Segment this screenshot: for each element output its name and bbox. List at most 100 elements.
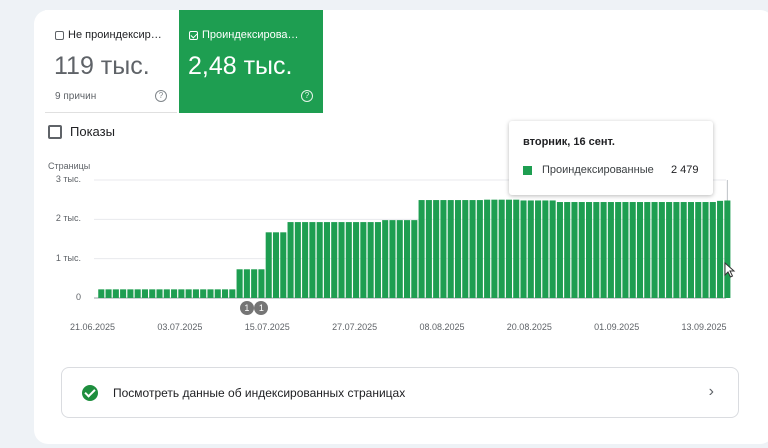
chart-bar[interactable] xyxy=(287,222,294,298)
chart-bar[interactable] xyxy=(127,289,134,298)
chart-bar[interactable] xyxy=(345,222,352,298)
chart-bar[interactable] xyxy=(280,232,287,298)
chart-bar[interactable] xyxy=(149,289,156,298)
chart-bar[interactable] xyxy=(302,222,309,298)
chart-bar[interactable] xyxy=(600,202,607,298)
chart-bar[interactable] xyxy=(105,289,112,298)
chart-bar[interactable] xyxy=(294,222,301,298)
chart-bar[interactable] xyxy=(724,200,731,298)
chart-bar[interactable] xyxy=(163,289,170,298)
chart-bar[interactable] xyxy=(418,200,425,298)
chart-bar[interactable] xyxy=(98,289,105,298)
chart-bar[interactable] xyxy=(214,289,221,298)
annotation-marker[interactable]: 1 xyxy=(239,301,254,315)
chart-bar[interactable] xyxy=(476,200,483,298)
chart-bar[interactable] xyxy=(622,202,629,298)
chart-bar[interactable] xyxy=(462,200,469,298)
chart-bar[interactable] xyxy=(309,222,316,298)
chart-bar[interactable] xyxy=(673,202,680,298)
chart-bar[interactable] xyxy=(200,289,207,298)
chart-bar[interactable] xyxy=(658,202,665,298)
chart-bar[interactable] xyxy=(709,202,716,298)
chart-bar[interactable] xyxy=(382,220,389,298)
chart-bar[interactable] xyxy=(353,222,360,298)
chart-bar[interactable] xyxy=(236,269,243,298)
chart-bar[interactable] xyxy=(258,269,265,298)
view-indexed-pages-link[interactable]: Посмотреть данные об индексированных стр… xyxy=(61,367,739,418)
chart-bar[interactable] xyxy=(527,200,534,298)
chart-bar[interactable] xyxy=(666,202,673,298)
chart-bar[interactable] xyxy=(243,269,250,298)
chart-bar[interactable] xyxy=(680,202,687,298)
annotation-marker[interactable]: 1 xyxy=(254,301,269,315)
chart-bar[interactable] xyxy=(316,222,323,298)
chart-bar[interactable] xyxy=(338,222,345,298)
chart-bar[interactable] xyxy=(615,202,622,298)
checkbox-icon[interactable] xyxy=(55,30,64,40)
chart-bar[interactable] xyxy=(687,202,694,298)
chart-bar[interactable] xyxy=(491,199,498,298)
chart-bar[interactable] xyxy=(498,199,505,298)
chart-bar[interactable] xyxy=(192,289,199,298)
chart-bar[interactable] xyxy=(141,289,148,298)
chart-bar[interactable] xyxy=(586,202,593,298)
chart-bar[interactable] xyxy=(454,200,462,298)
chart-bar[interactable] xyxy=(207,289,214,298)
tile-indexed[interactable]: Проиндексирова… 2,48 тыс. ? xyxy=(179,10,323,113)
checkbox-checked-icon[interactable] xyxy=(189,30,198,40)
chart-bar[interactable] xyxy=(389,220,396,298)
chevron-right-icon[interactable]: › xyxy=(708,383,714,400)
chart-bar[interactable] xyxy=(520,200,527,298)
chart-bar[interactable] xyxy=(505,199,512,298)
chart-bar[interactable] xyxy=(251,269,258,298)
chart-bar[interactable] xyxy=(651,202,658,298)
chart-bar[interactable] xyxy=(222,289,229,298)
chart-bar[interactable] xyxy=(185,289,192,298)
chart-bar[interactable] xyxy=(396,220,403,298)
chart-bar[interactable] xyxy=(433,200,440,298)
tile-not-indexed[interactable]: Не проиндексир… 119 тыс. 9 причин ? xyxy=(45,10,177,113)
chart-bar[interactable] xyxy=(171,289,178,298)
x-tick-label: 03.07.2025 xyxy=(157,322,203,332)
chart-bar[interactable] xyxy=(578,202,585,298)
chart-bar[interactable] xyxy=(513,199,520,298)
chart-bar[interactable] xyxy=(112,289,119,298)
chart-bar[interactable] xyxy=(411,220,418,298)
help-icon[interactable]: ? xyxy=(155,90,167,102)
chart-bar[interactable] xyxy=(360,222,367,298)
chart-bar[interactable] xyxy=(469,200,476,298)
checkbox-icon[interactable] xyxy=(48,124,62,139)
chart-bar[interactable] xyxy=(374,222,381,298)
chart-bar[interactable] xyxy=(629,202,636,298)
chart-bar[interactable] xyxy=(636,202,644,298)
chart-bar[interactable] xyxy=(593,202,600,298)
chart-bar[interactable] xyxy=(564,202,571,298)
chart-bar[interactable] xyxy=(323,222,330,298)
chart-bar[interactable] xyxy=(331,222,338,298)
chart-bar[interactable] xyxy=(484,199,491,298)
chart-bar[interactable] xyxy=(535,200,542,298)
chart-bar[interactable] xyxy=(717,200,724,298)
chart-bar[interactable] xyxy=(447,200,454,298)
chart-bar[interactable] xyxy=(542,200,549,298)
chart-bar[interactable] xyxy=(644,202,651,298)
chart-bar[interactable] xyxy=(440,200,447,298)
chart-bar[interactable] xyxy=(695,202,702,298)
chart-bar[interactable] xyxy=(549,200,556,298)
chart-bar[interactable] xyxy=(404,220,411,298)
chart-bar[interactable] xyxy=(272,232,280,298)
chart-bar[interactable] xyxy=(702,202,709,298)
chart-bar[interactable] xyxy=(367,222,374,298)
chart-bar[interactable] xyxy=(556,202,563,298)
chart-bar[interactable] xyxy=(120,289,127,298)
chart-bar[interactable] xyxy=(425,200,432,298)
chart-bar[interactable] xyxy=(265,232,272,298)
chart-bar[interactable] xyxy=(156,289,163,298)
chart-bar[interactable] xyxy=(134,289,141,298)
chart-bar[interactable] xyxy=(571,202,578,298)
impressions-toggle[interactable]: Показы xyxy=(48,124,115,139)
chart-bar[interactable] xyxy=(178,289,185,298)
help-icon[interactable]: ? xyxy=(301,90,313,102)
chart-bar[interactable] xyxy=(607,202,614,298)
chart-bar[interactable] xyxy=(229,289,236,298)
